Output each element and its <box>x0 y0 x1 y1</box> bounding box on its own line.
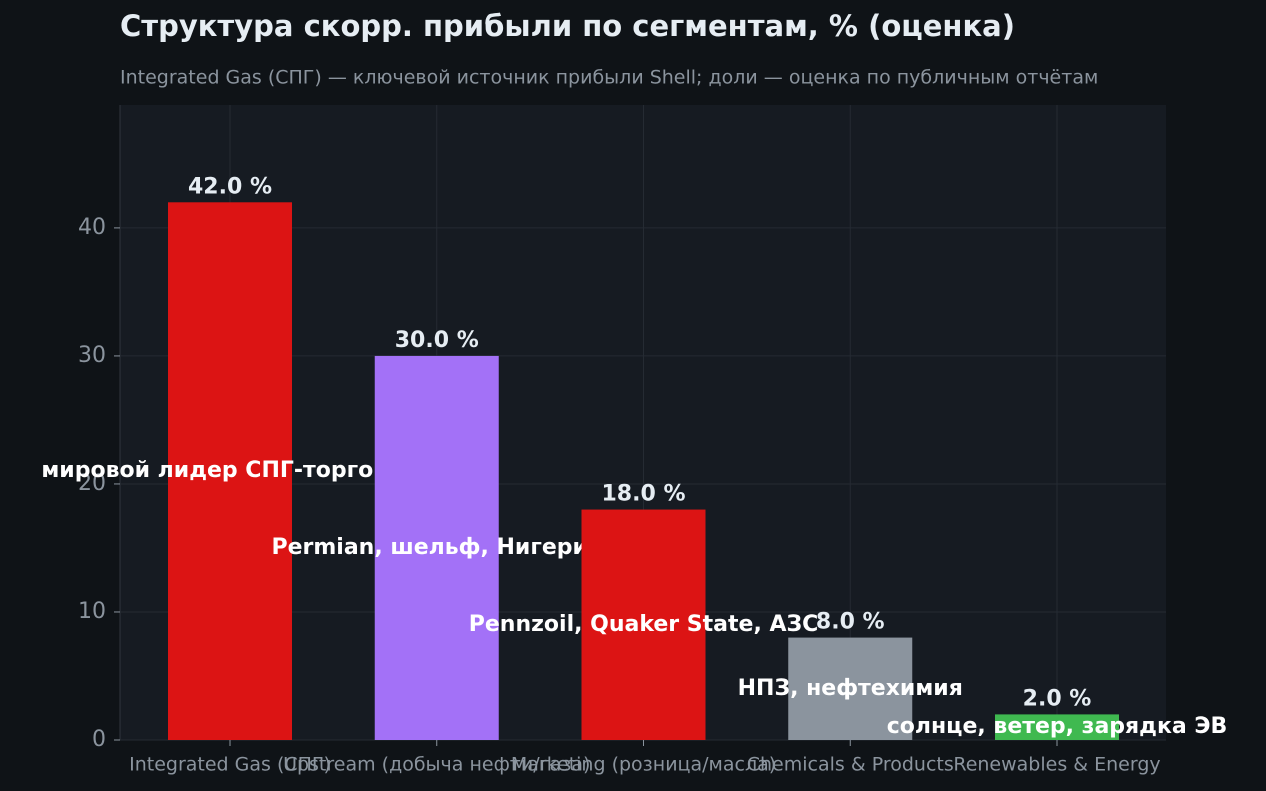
annotation: Pennzoil, Quaker State, АЗС <box>469 612 819 637</box>
y-tick-label: 30 <box>78 343 106 368</box>
value-label: 2.0 % <box>1023 686 1092 711</box>
y-tick-label: 40 <box>78 215 106 240</box>
bar <box>168 202 292 740</box>
annotation: солнце, ветер, зарядка ЭВ <box>887 714 1228 739</box>
annotation: НПЗ, нефтехимия <box>738 676 963 701</box>
x-tick-label: Integrated Gas (СПГ) <box>129 754 331 776</box>
bar <box>995 714 1119 740</box>
value-label: 18.0 % <box>602 482 686 507</box>
bar <box>788 637 913 740</box>
y-tick-label: 10 <box>78 599 106 624</box>
annotation: мировой лидер СПГ-торговли <box>41 458 418 483</box>
bar <box>581 509 706 740</box>
value-label: 42.0 % <box>188 174 272 199</box>
chart-title: Структура скорр. прибыли по сегментам, %… <box>120 9 1015 43</box>
annotation: Permian, шельф, Нигерия <box>271 535 602 560</box>
x-tick-label: Renewables & Energy <box>953 754 1160 776</box>
y-tick-label: 0 <box>92 727 106 752</box>
bar <box>374 355 499 740</box>
chart-subtitle: Integrated Gas (СПГ) — ключевой источник… <box>120 67 1098 89</box>
y-tick-label: 20 <box>78 471 106 496</box>
value-label: 30.0 % <box>395 328 479 353</box>
value-label: 8.0 % <box>816 610 885 635</box>
x-tick-label: Marketing (розница/масла) <box>511 754 776 776</box>
x-tick-label: Upstream (добыча нефти/газа) <box>283 754 590 776</box>
x-tick-label: Chemicals & Products <box>747 754 954 776</box>
